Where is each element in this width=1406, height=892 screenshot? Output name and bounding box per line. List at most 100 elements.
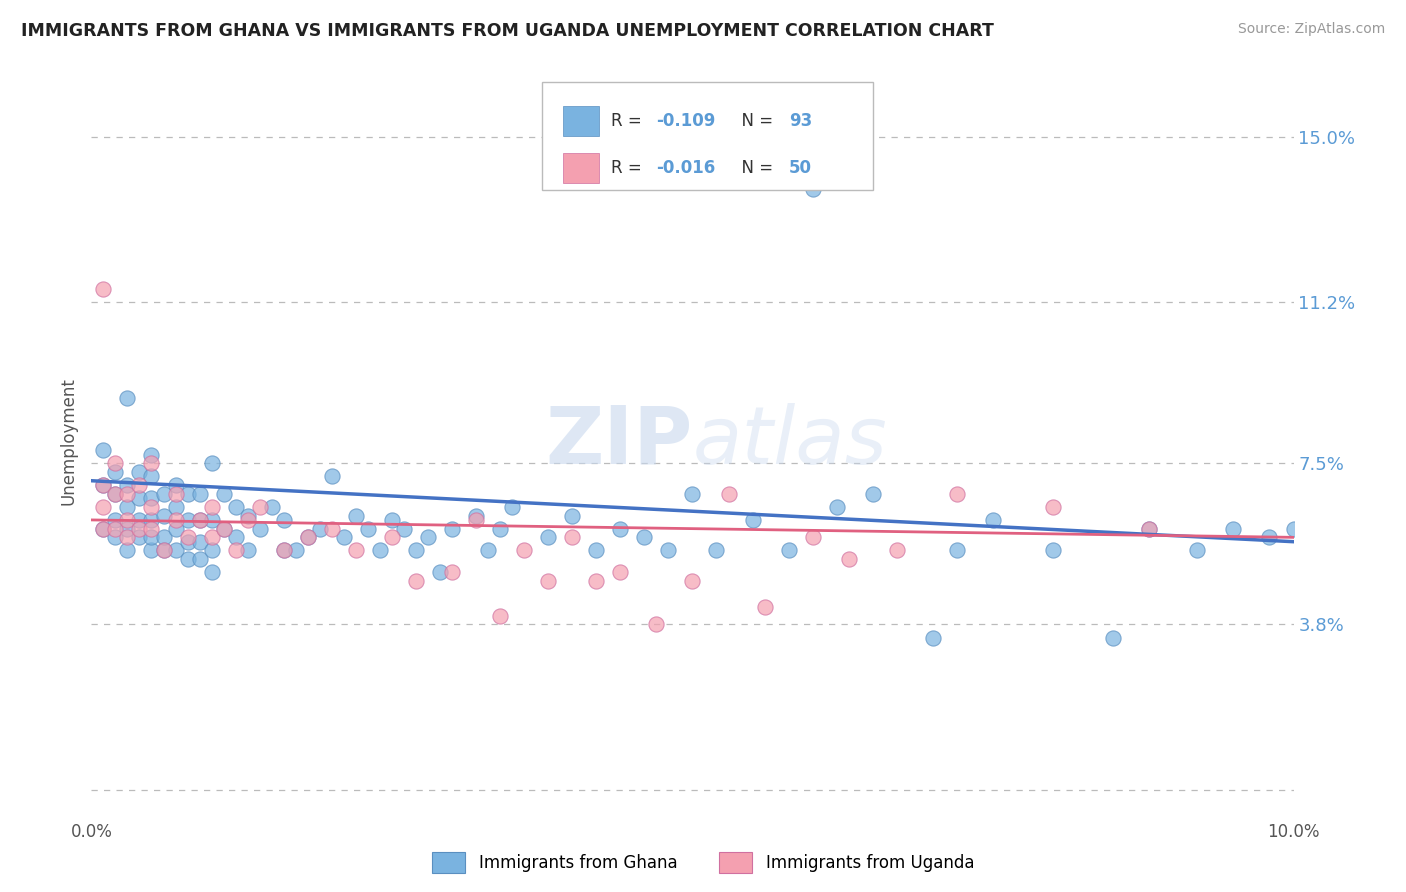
Point (1187, 543, 1209, 558)
Point (117, 487, 139, 501)
Point (93, 478, 115, 492)
Point (104, 487, 127, 501)
Text: ZIP: ZIP (546, 402, 692, 481)
Point (93, 443, 115, 458)
Point (946, 487, 969, 501)
Point (117, 513, 139, 527)
Point (344, 543, 367, 558)
Point (297, 530, 319, 544)
Point (165, 500, 187, 514)
Point (657, 543, 679, 558)
Point (225, 500, 247, 514)
Point (308, 522, 330, 536)
Point (922, 631, 945, 645)
Point (117, 522, 139, 536)
Point (212, 522, 235, 536)
Point (141, 469, 163, 483)
Point (236, 513, 259, 527)
Point (201, 456, 224, 470)
Point (344, 508, 367, 523)
Point (561, 530, 583, 544)
Point (117, 500, 139, 514)
Point (117, 530, 139, 544)
Point (489, 522, 512, 536)
Point (1258, 530, 1281, 544)
Point (357, 522, 380, 536)
Point (1102, 631, 1125, 645)
Point (152, 543, 174, 558)
Point (128, 513, 150, 527)
FancyBboxPatch shape (562, 153, 599, 183)
Point (152, 543, 174, 558)
Point (165, 487, 187, 501)
Point (513, 543, 536, 558)
Point (141, 500, 163, 514)
Point (392, 522, 415, 536)
Point (128, 530, 150, 544)
Point (93, 500, 115, 514)
Text: -0.016: -0.016 (657, 159, 716, 178)
Point (1137, 522, 1160, 536)
Point (440, 522, 463, 536)
Point (862, 487, 884, 501)
Point (416, 530, 439, 544)
Point (188, 513, 211, 527)
Point (141, 530, 163, 544)
Text: N =: N = (731, 159, 779, 178)
Text: R =: R = (610, 112, 647, 130)
Point (188, 534, 211, 549)
Point (104, 487, 127, 501)
Point (249, 500, 271, 514)
Point (681, 574, 703, 588)
Point (117, 391, 139, 405)
Point (489, 608, 512, 623)
Point (585, 574, 607, 588)
Point (465, 508, 488, 523)
Point (104, 522, 127, 536)
Point (152, 487, 174, 501)
Point (333, 530, 356, 544)
Point (886, 543, 908, 558)
Point (633, 530, 655, 544)
Text: R =: R = (610, 159, 647, 178)
Point (225, 543, 247, 558)
Point (681, 487, 703, 501)
Point (825, 500, 848, 514)
Point (128, 491, 150, 505)
Point (104, 530, 127, 544)
Point (128, 478, 150, 492)
Point (717, 487, 740, 501)
Point (141, 513, 163, 527)
Point (165, 513, 187, 527)
Point (176, 530, 198, 544)
Point (477, 543, 499, 558)
Y-axis label: Unemployment: Unemployment (59, 377, 77, 506)
Point (405, 574, 427, 588)
Point (273, 543, 295, 558)
Point (225, 530, 247, 544)
Point (585, 543, 607, 558)
Point (405, 543, 427, 558)
Point (104, 513, 127, 527)
Point (801, 530, 824, 544)
Point (104, 456, 127, 470)
Point (141, 448, 163, 462)
Point (141, 456, 163, 470)
Point (778, 543, 800, 558)
Point (561, 508, 583, 523)
Text: Source: ZipAtlas.com: Source: ZipAtlas.com (1237, 22, 1385, 37)
Point (981, 513, 1004, 527)
Point (537, 574, 560, 588)
Point (117, 543, 139, 558)
Point (165, 478, 187, 492)
Point (236, 508, 259, 523)
Text: IMMIGRANTS FROM GHANA VS IMMIGRANTS FROM UGANDA UNEMPLOYMENT CORRELATION CHART: IMMIGRANTS FROM GHANA VS IMMIGRANTS FROM… (21, 22, 994, 40)
Point (201, 513, 224, 527)
Point (838, 552, 860, 566)
Point (381, 513, 404, 527)
Point (188, 487, 211, 501)
Legend: Immigrants from Ghana, Immigrants from Uganda: Immigrants from Ghana, Immigrants from U… (425, 846, 981, 880)
Point (741, 513, 763, 527)
Point (1137, 522, 1160, 536)
Point (201, 530, 224, 544)
